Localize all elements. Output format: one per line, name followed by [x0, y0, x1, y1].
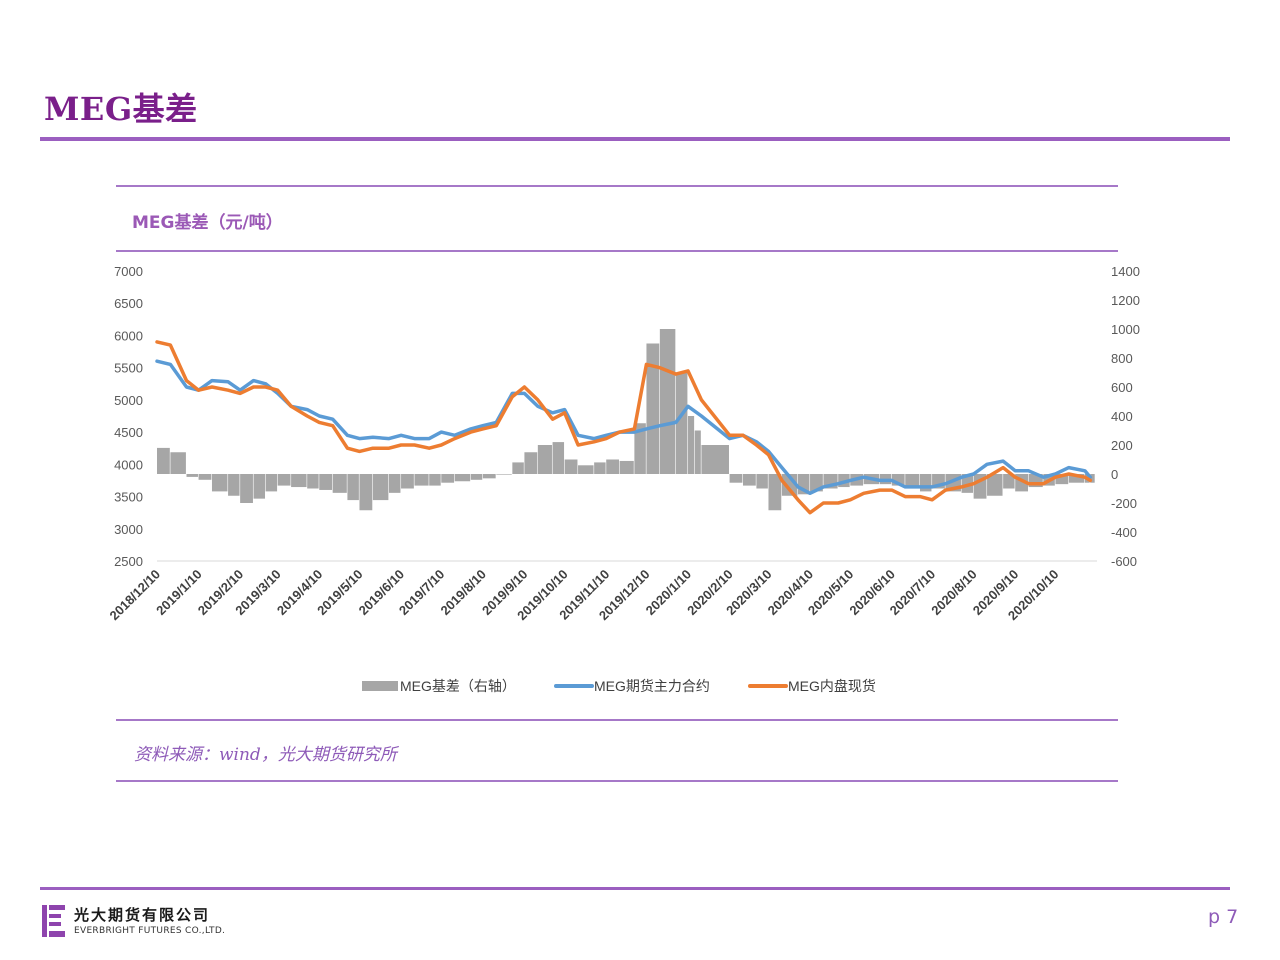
- left-axis-tick-label: 7000: [114, 264, 143, 279]
- basis-bar: [211, 474, 228, 492]
- basis-bar: [524, 452, 538, 474]
- basis-bar: [186, 474, 198, 477]
- basis-bar: [388, 474, 401, 493]
- right-axis-tick-label: 600: [1111, 380, 1133, 395]
- basis-bar: [619, 460, 634, 474]
- legend-label-futures: MEG期货主力合约: [594, 678, 710, 694]
- basis-bar: [319, 474, 333, 490]
- basis-bar: [372, 474, 389, 501]
- panel-top-rule: [116, 185, 1118, 187]
- basis-bar: [347, 474, 359, 501]
- basis-bar: [646, 343, 660, 474]
- basis-bar: [253, 474, 266, 499]
- basis-bar: [441, 474, 455, 483]
- left-axis-tick-label: 4500: [114, 425, 143, 440]
- panel-bottom-rule: [116, 780, 1118, 782]
- basis-bar: [756, 474, 768, 489]
- basis-bar: [578, 465, 594, 474]
- basis-bar: [157, 447, 170, 474]
- basis-bar: [454, 474, 471, 482]
- basis-bar: [564, 459, 578, 474]
- basis-bar: [1003, 474, 1015, 489]
- basis-bar: [401, 474, 414, 489]
- basis-bar: [634, 423, 646, 474]
- right-axis-tick-label: -200: [1111, 496, 1137, 511]
- basis-bar: [482, 474, 496, 479]
- basis-bar: [961, 474, 974, 493]
- basis-bar: [470, 474, 483, 480]
- basis-bar: [496, 474, 512, 475]
- basis-bar: [797, 474, 810, 495]
- basis-bar: [170, 452, 186, 474]
- basis-bar: [729, 474, 743, 483]
- basis-bar: [694, 430, 701, 474]
- basis-bar: [594, 462, 606, 474]
- left-axis-tick-label: 6500: [114, 296, 143, 311]
- basis-bar: [1068, 474, 1085, 483]
- basis-bar: [512, 462, 524, 474]
- basis-bar: [228, 474, 240, 496]
- basis-bar: [891, 474, 905, 486]
- footer-divider: [40, 887, 1230, 890]
- right-axis-tick-label: 400: [1111, 409, 1133, 424]
- basis-bar: [414, 474, 429, 486]
- basis-bar: [919, 474, 932, 492]
- legend-swatch-basis: [362, 681, 398, 691]
- right-axis-tick-label: 200: [1111, 438, 1133, 453]
- basis-bar: [987, 474, 1003, 496]
- basis-bar: [1055, 474, 1069, 485]
- right-axis-tick-label: 1000: [1111, 322, 1140, 337]
- right-axis-tick-label: 0: [1111, 467, 1118, 482]
- basis-bar: [332, 474, 347, 493]
- left-axis-tick-label: 2500: [114, 554, 143, 569]
- right-axis-tick-label: -600: [1111, 554, 1137, 569]
- left-axis-tick-label: 5500: [114, 361, 143, 376]
- right-axis-tick-label: 1200: [1111, 293, 1140, 308]
- title-divider: [40, 137, 1230, 141]
- left-axis-tick-label: 5000: [114, 393, 143, 408]
- basis-bar: [905, 474, 920, 489]
- x-axis-tick-label: 2018/12/10: [106, 567, 163, 624]
- right-axis-tick-label: 800: [1111, 351, 1133, 366]
- right-axis-tick-label: 1400: [1111, 264, 1140, 279]
- everbright-logo-icon: [42, 905, 65, 937]
- spot-line: [155, 340, 1093, 515]
- left-axis-tick-label: 3000: [114, 522, 143, 537]
- basis-bar: [552, 442, 565, 474]
- left-axis-tick-label: 4000: [114, 457, 143, 472]
- basis-bar: [277, 474, 291, 486]
- basis-bar: [359, 474, 373, 511]
- basis-bar: [742, 474, 756, 486]
- basis-bar: [768, 474, 782, 511]
- chart-heading: MEG基差（元/吨）: [132, 213, 283, 233]
- source-note: 资料来源：wind，光大期货研究所: [134, 745, 397, 765]
- basis-bar: [240, 474, 253, 503]
- basis-bar: [701, 445, 729, 474]
- basis-bar: [537, 445, 552, 474]
- left-axis-tick-label: 3500: [114, 490, 143, 505]
- right-axis-tick-label: -400: [1111, 525, 1137, 540]
- legend-label-basis: MEG基差（右轴）: [400, 678, 516, 694]
- company-name-cn: 光大期货有限公司: [74, 906, 211, 924]
- basis-bar: [675, 372, 688, 474]
- basis-bar: [659, 329, 676, 474]
- company-name-en: EVERBRIGHT FUTURES CO.,LTD.: [74, 926, 226, 936]
- page-title: MEG基差: [44, 90, 198, 128]
- chart-heading-rule: [116, 250, 1118, 252]
- basis-bar: [688, 416, 695, 474]
- page-number: p 7: [1208, 906, 1239, 928]
- basis-bar: [1090, 474, 1095, 483]
- legend-label-spot: MEG内盘现货: [788, 678, 876, 694]
- left-axis-tick-label: 6000: [114, 328, 143, 343]
- basis-bar: [198, 474, 212, 480]
- basis-bar: [307, 474, 319, 489]
- basis-bar: [429, 474, 441, 486]
- basis-bar: [291, 474, 307, 488]
- basis-bar: [606, 459, 620, 474]
- chart-bottom-rule: [116, 719, 1118, 721]
- basis-bar: [265, 474, 278, 492]
